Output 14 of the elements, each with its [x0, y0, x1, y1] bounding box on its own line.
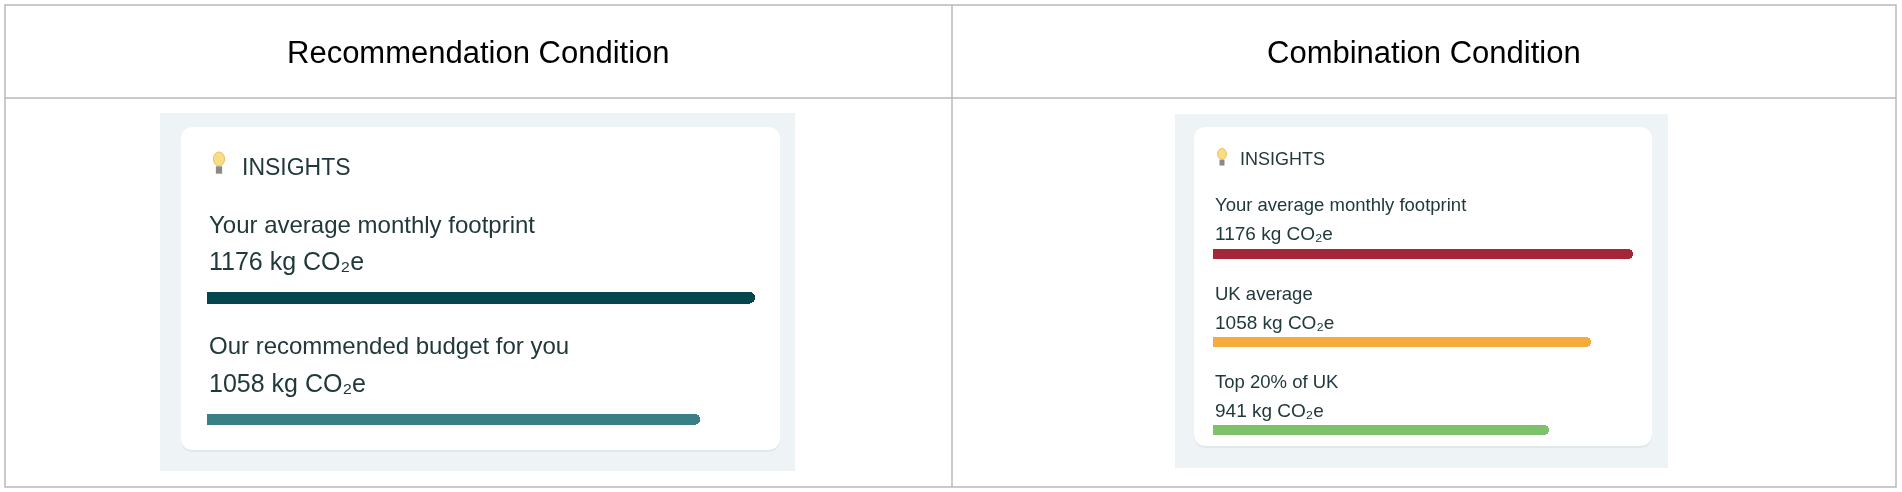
y-tick-label: Top 20% of UK: [1215, 371, 1340, 392]
y-tick-label: Your average monthly footprint: [1215, 194, 1467, 215]
data-label: 1176 kg CO₂e: [1215, 223, 1333, 244]
data-label: 1058 kg CO₂e: [209, 369, 367, 397]
chart-subtitle: INSIGHTS: [1240, 149, 1326, 169]
y-tick-label: Your average monthly footprint: [209, 211, 536, 238]
y-tick-label: Our recommended budget for you: [209, 332, 570, 359]
data-label: 1176 kg CO₂e: [209, 247, 365, 275]
data-label: 941 kg CO₂e: [1215, 400, 1324, 421]
data-label: 1058 kg CO₂e: [1215, 312, 1335, 333]
y-tick-label: UK average: [1215, 283, 1313, 304]
chart-title: Recommendation Condition: [287, 35, 670, 70]
chart-subtitle: INSIGHTS: [242, 154, 351, 180]
chart-title: Combination Condition: [1267, 35, 1581, 70]
